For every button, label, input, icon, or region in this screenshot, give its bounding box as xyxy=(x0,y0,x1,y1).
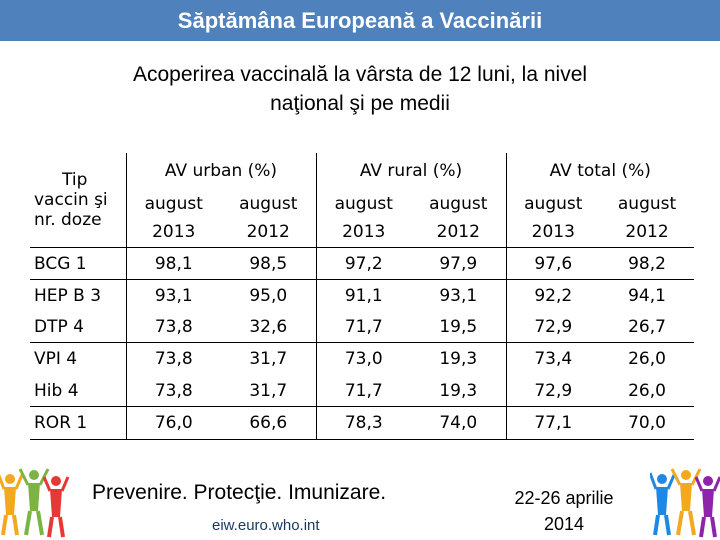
table-cell: 95,0 xyxy=(221,279,316,311)
subtitle-line-1: Acoperirea vaccinală la vârsta de 12 lun… xyxy=(132,63,588,86)
subheader-year: 2013 xyxy=(531,222,575,242)
table-cell: 26,7 xyxy=(628,316,666,337)
subheader-year: 2013 xyxy=(342,222,386,242)
table-cell: 77,1 xyxy=(505,406,601,440)
table-cell: 98,5 xyxy=(221,247,316,280)
table-cell: 97,2 xyxy=(315,247,411,280)
row-label: VPI 4 xyxy=(30,342,126,375)
table-cell: 94,1 xyxy=(600,279,695,311)
table-row: ROR 1 76,0 66,6 78,3 74,0 77,1 70,0 xyxy=(30,406,695,440)
row-label: HEP B 3 xyxy=(30,279,126,311)
row-label: DTP 4 xyxy=(34,316,84,337)
table-cell: 26,0 xyxy=(600,342,695,375)
subheader-year: 2012 xyxy=(625,222,669,242)
table-row: BCG 1 98,1 98,5 97,2 97,9 97,6 98,2 xyxy=(30,247,695,280)
subheader-month: august xyxy=(429,194,488,214)
subheader-total-2013: august 2013 xyxy=(505,189,601,248)
table-cell: 19,5 xyxy=(439,316,478,337)
subheader-total-2012: august 2012 xyxy=(600,189,694,248)
subheader-urban-2013: august 2013 xyxy=(125,189,221,248)
footer-date: 22-26 aprilie 2014 xyxy=(500,485,628,537)
table-cell: 26,0 xyxy=(628,380,666,401)
table-row: DTP 4 73,8 32,6 71,7 19,5 72,9 26,7 xyxy=(30,311,694,343)
subheader-month: august xyxy=(524,194,583,214)
table-cell: 78,3 xyxy=(315,406,411,440)
subheader-urban-2012: august 2012 xyxy=(221,189,316,248)
table-cell: 32,6 xyxy=(249,316,288,337)
table-cell: 73,8 xyxy=(125,311,221,343)
corner-header: Tip vaccin şi nr. doze xyxy=(30,153,126,248)
table-group-header-row: Tip vaccin şi nr. doze AV urban (%) AV r… xyxy=(30,153,695,230)
row-label: Hib 4 xyxy=(34,380,79,401)
page-title: Săptămâna Europeană a Vaccinării xyxy=(177,8,543,33)
table-cell: 73,4 xyxy=(505,342,601,375)
table-cell: 72,9 xyxy=(505,375,601,407)
group-header-total: AV total (%) xyxy=(505,153,695,189)
table-cell: 91,1 xyxy=(315,279,411,311)
subheader-year: 2012 xyxy=(246,222,290,242)
corner-line-1: Tip xyxy=(62,170,88,190)
people-illustration-left-icon xyxy=(0,468,70,538)
table-cell: 73,8 xyxy=(125,375,221,407)
table-cell: 92,2 xyxy=(505,279,601,311)
people-illustration-right-icon xyxy=(650,468,720,538)
table-cell: 19,3 xyxy=(411,342,507,375)
table-subheader-row: august 2013 august 2012 august 2013 august 2… xyxy=(30,189,694,248)
table-cell: 98,1 xyxy=(125,247,221,280)
subtitle-line-2: naţional şi pe medii xyxy=(270,92,450,115)
subheader-month: august xyxy=(239,194,298,214)
subheader-rural-2013: august 2013 xyxy=(315,189,411,248)
footer-slogan: Prevenire. Protecţie. Imunizare. xyxy=(92,481,387,504)
footer-date-line-1: 22-26 aprilie xyxy=(514,488,614,508)
table-cell: 76,0 xyxy=(125,406,221,440)
table-cell: 72,9 xyxy=(505,311,601,343)
table-cell: 98,2 xyxy=(600,247,695,280)
subheader-month: august xyxy=(617,194,677,214)
subheader-month: august xyxy=(334,194,393,214)
corner-line-2: vaccin şi xyxy=(34,190,108,210)
vaccination-coverage-table: Tip vaccin şi nr. doze AV urban (%) AV r… xyxy=(30,153,695,440)
subheader-year: 2012 xyxy=(436,222,480,242)
table-cell: 66,6 xyxy=(221,406,316,440)
table-cell: 93,1 xyxy=(125,279,221,311)
footer-url-link[interactable]: eiw.euro.who.int xyxy=(212,517,320,534)
footer-date-line-2: 2014 xyxy=(543,514,585,534)
subheader-year: 2013 xyxy=(152,222,196,242)
table-row: VPI 4 73,8 31,7 73,0 19,3 73,4 26,0 xyxy=(30,342,695,375)
slide-subtitle: Acoperirea vaccinală la vârsta de 12 lun… xyxy=(40,60,680,118)
group-header-urban: AV urban (%) xyxy=(125,153,316,189)
table-cell: 97,6 xyxy=(505,247,601,280)
subheader-rural-2012: august 2012 xyxy=(411,189,506,248)
table-cell: 93,1 xyxy=(411,279,507,311)
table-cell: 73,0 xyxy=(315,342,411,375)
table-cell: 73,8 xyxy=(125,342,221,375)
table-cell: 74,0 xyxy=(411,406,507,440)
table-cell: 31,7 xyxy=(221,342,316,375)
group-header-rural: AV rural (%) xyxy=(315,153,507,189)
row-label: BCG 1 xyxy=(30,247,126,280)
page-banner: Săptămâna Europeană a Vaccinării xyxy=(0,0,720,41)
table-row: Hib 4 73,8 31,7 71,7 19,3 72,9 26,0 xyxy=(30,375,694,407)
row-label: ROR 1 xyxy=(30,406,126,440)
table-cell: 70,0 xyxy=(600,406,695,440)
table-cell: 97,9 xyxy=(411,247,507,280)
table-row: HEP B 3 93,1 95,0 91,1 93,1 92,2 94,1 xyxy=(30,279,695,311)
corner-line-3: nr. doze xyxy=(34,210,102,230)
table-cell: 19,3 xyxy=(439,380,478,401)
table-cell: 71,7 xyxy=(315,311,411,343)
subheader-month: august xyxy=(144,194,203,214)
table-cell: 71,7 xyxy=(315,375,411,407)
table-cell: 31,7 xyxy=(249,380,288,401)
